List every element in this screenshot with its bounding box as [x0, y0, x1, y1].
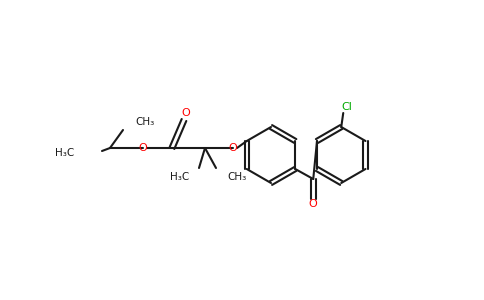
Text: CH₃: CH₃ — [135, 117, 154, 127]
Text: O: O — [182, 108, 190, 118]
Text: O: O — [228, 143, 237, 153]
Text: O: O — [309, 199, 318, 209]
Text: H₃C: H₃C — [55, 148, 74, 158]
Text: Cl: Cl — [342, 102, 353, 112]
Text: H₃C: H₃C — [170, 172, 189, 182]
Text: CH₃: CH₃ — [227, 172, 246, 182]
Text: O: O — [138, 143, 147, 153]
